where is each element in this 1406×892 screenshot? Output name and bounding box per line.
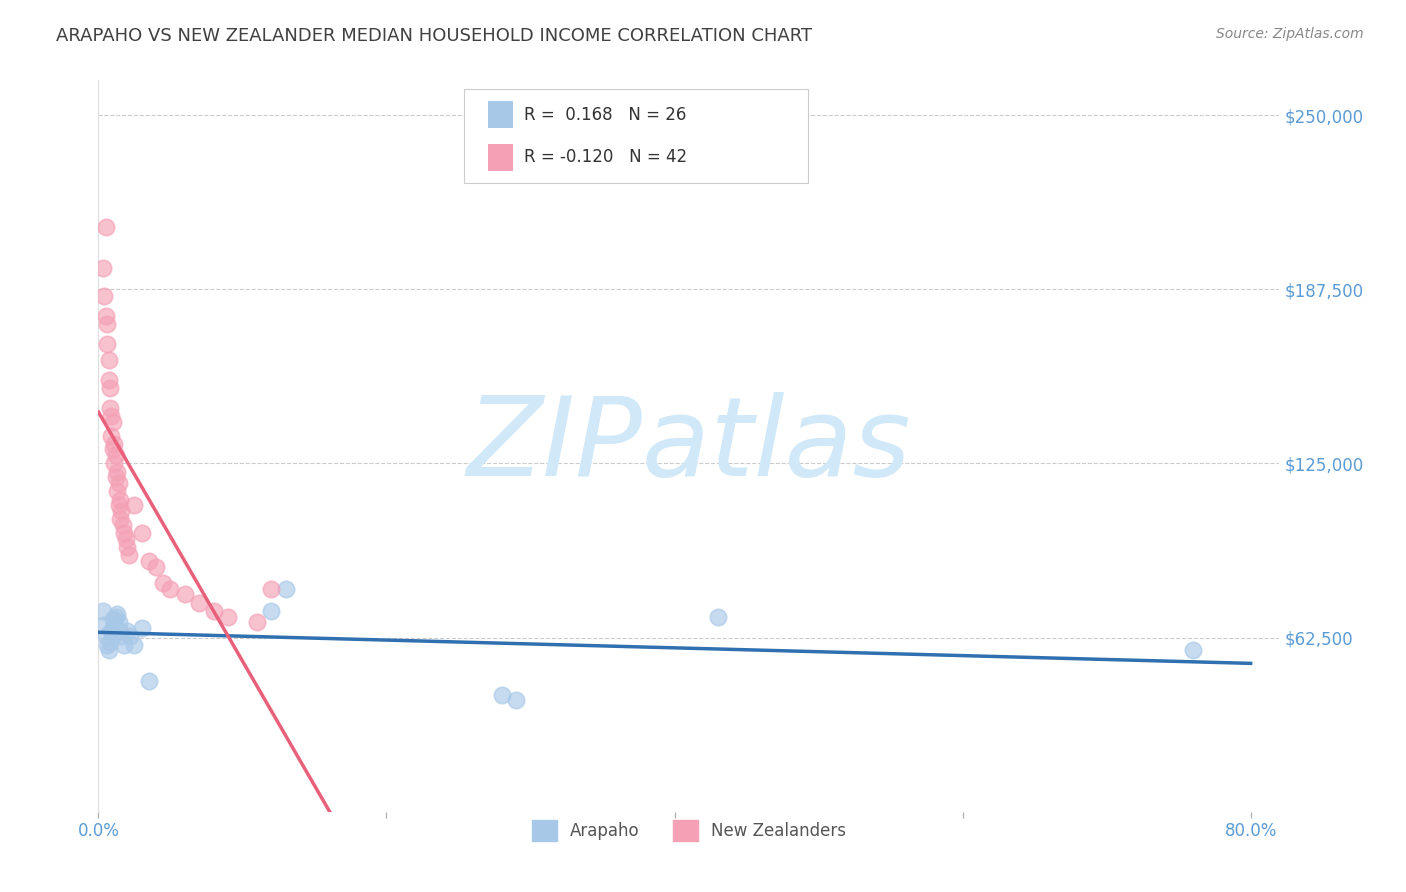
Point [120,629,142,643]
Point [96,638,118,652]
Point [110,504,132,518]
Point [491,688,513,702]
Point [115,624,138,638]
Point [101,442,124,457]
Point [93,618,115,632]
Point [188,596,211,610]
Text: ARAPAHO VS NEW ZEALANDER MEDIAN HOUSEHOLD INCOME CORRELATION CHART: ARAPAHO VS NEW ZEALANDER MEDIAN HOUSEHOL… [56,27,813,45]
Point [131,526,153,541]
Point [101,415,124,429]
Point [107,615,129,630]
Point [107,475,129,490]
Point [274,582,297,596]
Point [115,540,138,554]
Point [104,448,127,462]
Point [103,457,125,471]
Point [107,498,129,512]
Point [108,492,131,507]
Point [100,409,122,423]
Point [105,607,128,621]
Point [118,549,141,563]
Legend: Arapaho, New Zealanders: Arapaho, New Zealanders [524,814,853,847]
Point [97,373,120,387]
Point [108,512,131,526]
Point [91,604,114,618]
Point [105,484,128,499]
Point [159,582,181,596]
Point [98,634,121,648]
Point [138,554,160,568]
Point [105,465,128,479]
Text: R = -0.120   N = 42: R = -0.120 N = 42 [524,148,688,166]
Point [131,621,153,635]
Point [97,353,120,368]
Point [505,693,527,707]
Point [104,609,127,624]
Point [112,638,135,652]
Point [217,609,239,624]
Text: ZIPatlas: ZIPatlas [467,392,911,500]
Point [173,587,195,601]
Point [260,604,283,618]
Point [94,309,117,323]
Point [96,317,118,331]
Point [124,498,146,512]
Point [93,289,115,303]
Point [138,673,160,688]
Point [103,618,125,632]
Point [246,615,269,630]
Point [260,582,283,596]
Text: R =  0.168   N = 26: R = 0.168 N = 26 [524,106,686,124]
Point [96,336,118,351]
Point [112,526,135,541]
Point [100,428,122,442]
Point [114,532,136,546]
Point [108,624,131,638]
Point [91,261,114,276]
Point [152,576,174,591]
Point [104,470,127,484]
Point [94,219,117,234]
Point [111,517,134,532]
Point [98,381,121,395]
Point [101,612,124,626]
Point [706,609,728,624]
Point [110,629,132,643]
Point [97,643,120,657]
Text: Source: ZipAtlas.com: Source: ZipAtlas.com [1216,27,1364,41]
Point [98,401,121,415]
Point [1182,643,1205,657]
Point [94,629,117,643]
Point [124,638,146,652]
Point [103,437,125,451]
Point [145,559,167,574]
Point [100,624,122,638]
Point [202,604,225,618]
